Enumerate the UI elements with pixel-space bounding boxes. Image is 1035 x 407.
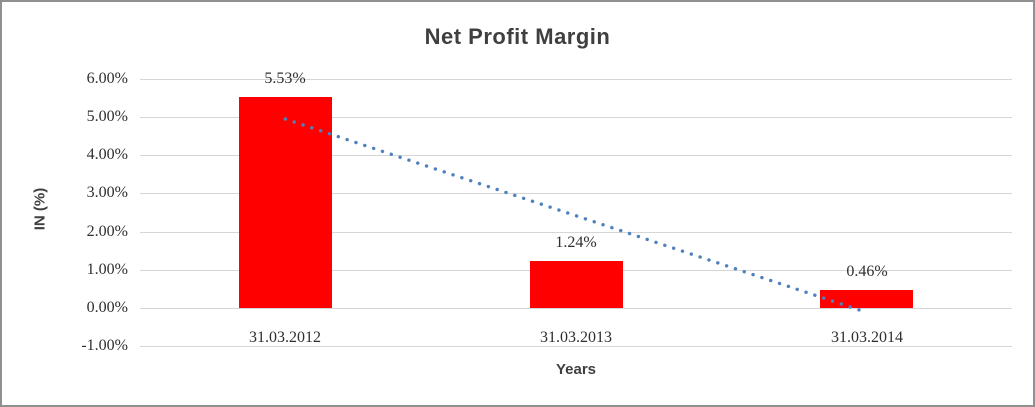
y-tick-label: -1.00% xyxy=(81,337,128,354)
bar[interactable] xyxy=(239,97,332,308)
gridline xyxy=(140,232,1012,233)
gridline xyxy=(140,308,1012,309)
gridline xyxy=(140,346,1012,347)
bar[interactable] xyxy=(530,261,623,308)
chart-title: Net Profit Margin xyxy=(424,24,611,49)
y-tick-label: 0.00% xyxy=(86,299,128,316)
y-tick-label: 3.00% xyxy=(86,184,128,201)
gridline xyxy=(140,193,1012,194)
bar-data-label: 1.24% xyxy=(555,234,597,251)
y-tick-label: 6.00% xyxy=(86,70,128,87)
x-axis-title: Years xyxy=(555,361,597,378)
bar-data-label: 5.53% xyxy=(264,70,306,87)
y-tick-label: 2.00% xyxy=(86,223,128,240)
x-category-label: 31.03.2012 xyxy=(249,329,321,346)
gridline xyxy=(140,117,1012,118)
y-tick-label: 1.00% xyxy=(86,261,128,278)
y-tick-label: 5.00% xyxy=(86,108,128,125)
y-tick-label: 4.00% xyxy=(86,146,128,163)
x-category-label: 31.03.2013 xyxy=(540,329,612,346)
gridline xyxy=(140,155,1012,156)
bar-data-label: 0.46% xyxy=(846,263,888,280)
bar[interactable] xyxy=(820,290,913,308)
trendline[interactable] xyxy=(283,117,869,315)
x-category-label: 31.03.2014 xyxy=(831,329,903,346)
gridline xyxy=(140,79,1012,80)
